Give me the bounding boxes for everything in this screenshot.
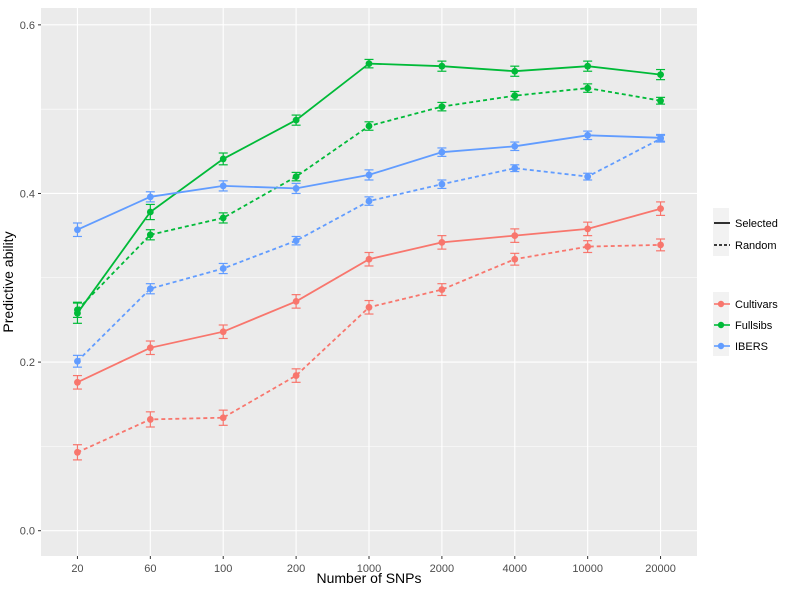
series-layer <box>72 58 666 461</box>
data-point <box>292 116 300 124</box>
legend-label: Selected <box>735 218 778 230</box>
x-tick-label: 4000 <box>503 563 527 575</box>
data-point <box>219 328 227 336</box>
data-point <box>511 255 519 263</box>
x-tick-label: 2000 <box>430 563 454 575</box>
data-point <box>365 197 373 205</box>
data-point <box>365 303 373 311</box>
y-tick-label: 0.4 <box>20 188 35 200</box>
data-point <box>511 67 519 75</box>
legend-key-point <box>717 342 725 350</box>
data-point <box>146 231 154 239</box>
data-point <box>365 60 373 68</box>
series-cultivars-random <box>72 238 666 461</box>
data-point <box>657 71 664 79</box>
data-point <box>657 135 664 143</box>
data-point <box>74 448 81 456</box>
legend-linetype: Selected Random <box>713 208 778 256</box>
data-point <box>438 238 446 246</box>
data-point <box>146 416 154 423</box>
data-point <box>146 193 154 201</box>
data-point <box>438 62 446 70</box>
data-point <box>511 232 519 240</box>
series-cultivars-selected <box>72 201 666 390</box>
data-point <box>511 142 519 150</box>
data-point <box>74 226 81 234</box>
data-point <box>292 297 300 305</box>
y-tick-label: 0.6 <box>20 20 35 32</box>
x-tick-label: 200 <box>287 563 305 575</box>
x-tick-label: 20000 <box>645 563 676 575</box>
data-point <box>292 185 300 192</box>
data-point <box>438 148 446 156</box>
x-tick-label: 60 <box>144 563 156 575</box>
legend-label: Cultivars <box>735 299 778 311</box>
y-tick-label: 0.0 <box>20 526 35 538</box>
data-point <box>657 241 664 249</box>
data-point <box>511 164 519 172</box>
data-point <box>219 182 227 190</box>
legend-label: IBERS <box>735 341 768 353</box>
data-point <box>219 414 227 422</box>
legend-key-background <box>713 208 729 256</box>
data-point <box>584 243 592 250</box>
legend-key-point <box>717 300 725 308</box>
data-point <box>584 173 592 181</box>
series-fullsibs-selected <box>72 58 666 324</box>
data-point <box>584 131 592 139</box>
data-point <box>438 180 446 188</box>
legend-label: Fullsibs <box>735 320 773 332</box>
data-point <box>365 171 373 179</box>
data-point <box>74 378 81 386</box>
y-axis-title: Predictive ability <box>0 231 16 332</box>
x-tick-label: 20 <box>71 563 83 575</box>
legend-color: Cultivars Fullsibs IBERS <box>713 292 778 356</box>
legend-label: Random <box>735 240 777 252</box>
x-axis: 20 60 100 200 1000 2000 4000 10000 20000 <box>71 556 676 575</box>
data-point <box>74 306 81 314</box>
legend-key-point <box>717 321 725 329</box>
data-point <box>74 357 81 365</box>
data-point <box>292 372 300 379</box>
data-point <box>657 97 664 105</box>
data-point <box>146 208 154 216</box>
data-point <box>292 237 300 245</box>
x-tick-label: 1000 <box>357 563 381 575</box>
series-ibers-random <box>72 134 666 368</box>
data-point <box>438 103 446 111</box>
data-point <box>584 62 592 70</box>
data-point <box>292 173 300 181</box>
x-axis-title: Number of SNPs <box>316 570 421 586</box>
x-tick-label: 10000 <box>572 563 603 575</box>
y-axis: 0.0 0.2 0.4 0.6 <box>20 20 41 538</box>
data-point <box>365 255 373 263</box>
y-tick-label: 0.2 <box>20 357 35 369</box>
series-ibers-selected <box>72 130 666 238</box>
data-point <box>219 155 227 163</box>
data-point <box>438 286 446 293</box>
data-point <box>146 285 154 293</box>
x-tick-label: 100 <box>214 563 232 575</box>
data-point <box>219 214 227 222</box>
data-point <box>219 265 227 272</box>
data-point <box>584 225 592 233</box>
data-point <box>657 205 664 213</box>
series-fullsibs-random <box>72 83 666 319</box>
data-point <box>511 92 519 100</box>
data-point <box>584 84 592 92</box>
data-point <box>365 122 373 130</box>
data-point <box>146 344 154 352</box>
